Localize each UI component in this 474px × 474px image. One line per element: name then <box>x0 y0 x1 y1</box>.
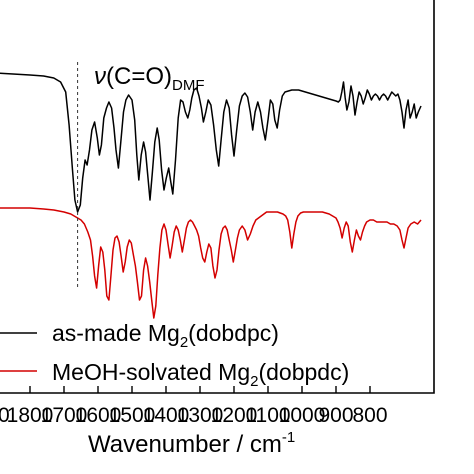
annotation-nu-symbol: ν <box>94 63 106 90</box>
x-tick-label: 1000 <box>279 404 326 427</box>
x-tick-label: 900 <box>318 404 353 427</box>
plot-axes <box>0 0 435 394</box>
x-tick-label: 1800 <box>7 404 54 427</box>
legend: as-made Mg2(dobdpc) MeOH-solvated Mg2(do… <box>0 320 349 390</box>
x-axis-title: Wavenumber / cm-1 <box>88 429 295 458</box>
x-tick-label: 1400 <box>143 404 190 427</box>
series-line-meoh-solvated <box>0 207 422 319</box>
legend-label-meoh: MeOH-solvated Mg2(dobpdc) <box>52 359 349 390</box>
x-tick-label: 1100 <box>245 404 290 427</box>
x-axis-title-superscript: -1 <box>282 429 295 446</box>
x-axis-title-main: Wavenumber / cm <box>88 431 282 458</box>
spectrum-series <box>0 72 422 319</box>
legend-label-as-made: as-made Mg2(dobdpc) <box>52 320 279 351</box>
legend-as-made-sub: 2 <box>180 334 188 351</box>
x-tick-label-edge: 0 <box>0 404 10 427</box>
x-tick-label: 1300 <box>177 404 224 427</box>
x-tick-label: 800 <box>352 404 387 427</box>
annotation-main: (C=O) <box>106 63 172 90</box>
x-tick-label: 1600 <box>75 404 122 427</box>
annotation-sub: DMF <box>172 77 205 94</box>
legend-meoh-suffix: (dobpdc) <box>258 359 349 385</box>
x-axis-ticks: 1800170016001500140013001200110010009008… <box>0 386 388 427</box>
x-tick-label: 1700 <box>41 404 88 427</box>
legend-meoh-sub: 2 <box>250 373 258 390</box>
axis-frame <box>0 0 435 394</box>
series-line-as-made <box>0 72 422 213</box>
x-tick-label: 1200 <box>211 404 258 427</box>
annotation-label: ν(C=O)DMF <box>94 63 205 94</box>
legend-as-made-prefix: as-made Mg <box>52 320 180 346</box>
x-tick-label: 1500 <box>109 404 156 427</box>
legend-as-made-suffix: (dobdpc) <box>188 320 279 346</box>
legend-meoh-prefix: MeOH-solvated Mg <box>52 359 250 385</box>
